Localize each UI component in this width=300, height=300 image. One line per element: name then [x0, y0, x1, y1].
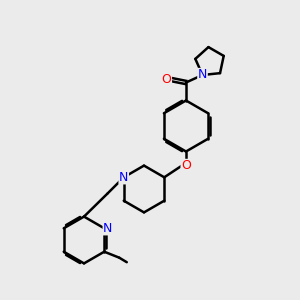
Text: O: O: [162, 73, 171, 86]
Text: N: N: [119, 171, 128, 184]
Text: O: O: [181, 159, 191, 172]
Text: N: N: [198, 68, 207, 82]
Text: N: N: [103, 222, 112, 235]
